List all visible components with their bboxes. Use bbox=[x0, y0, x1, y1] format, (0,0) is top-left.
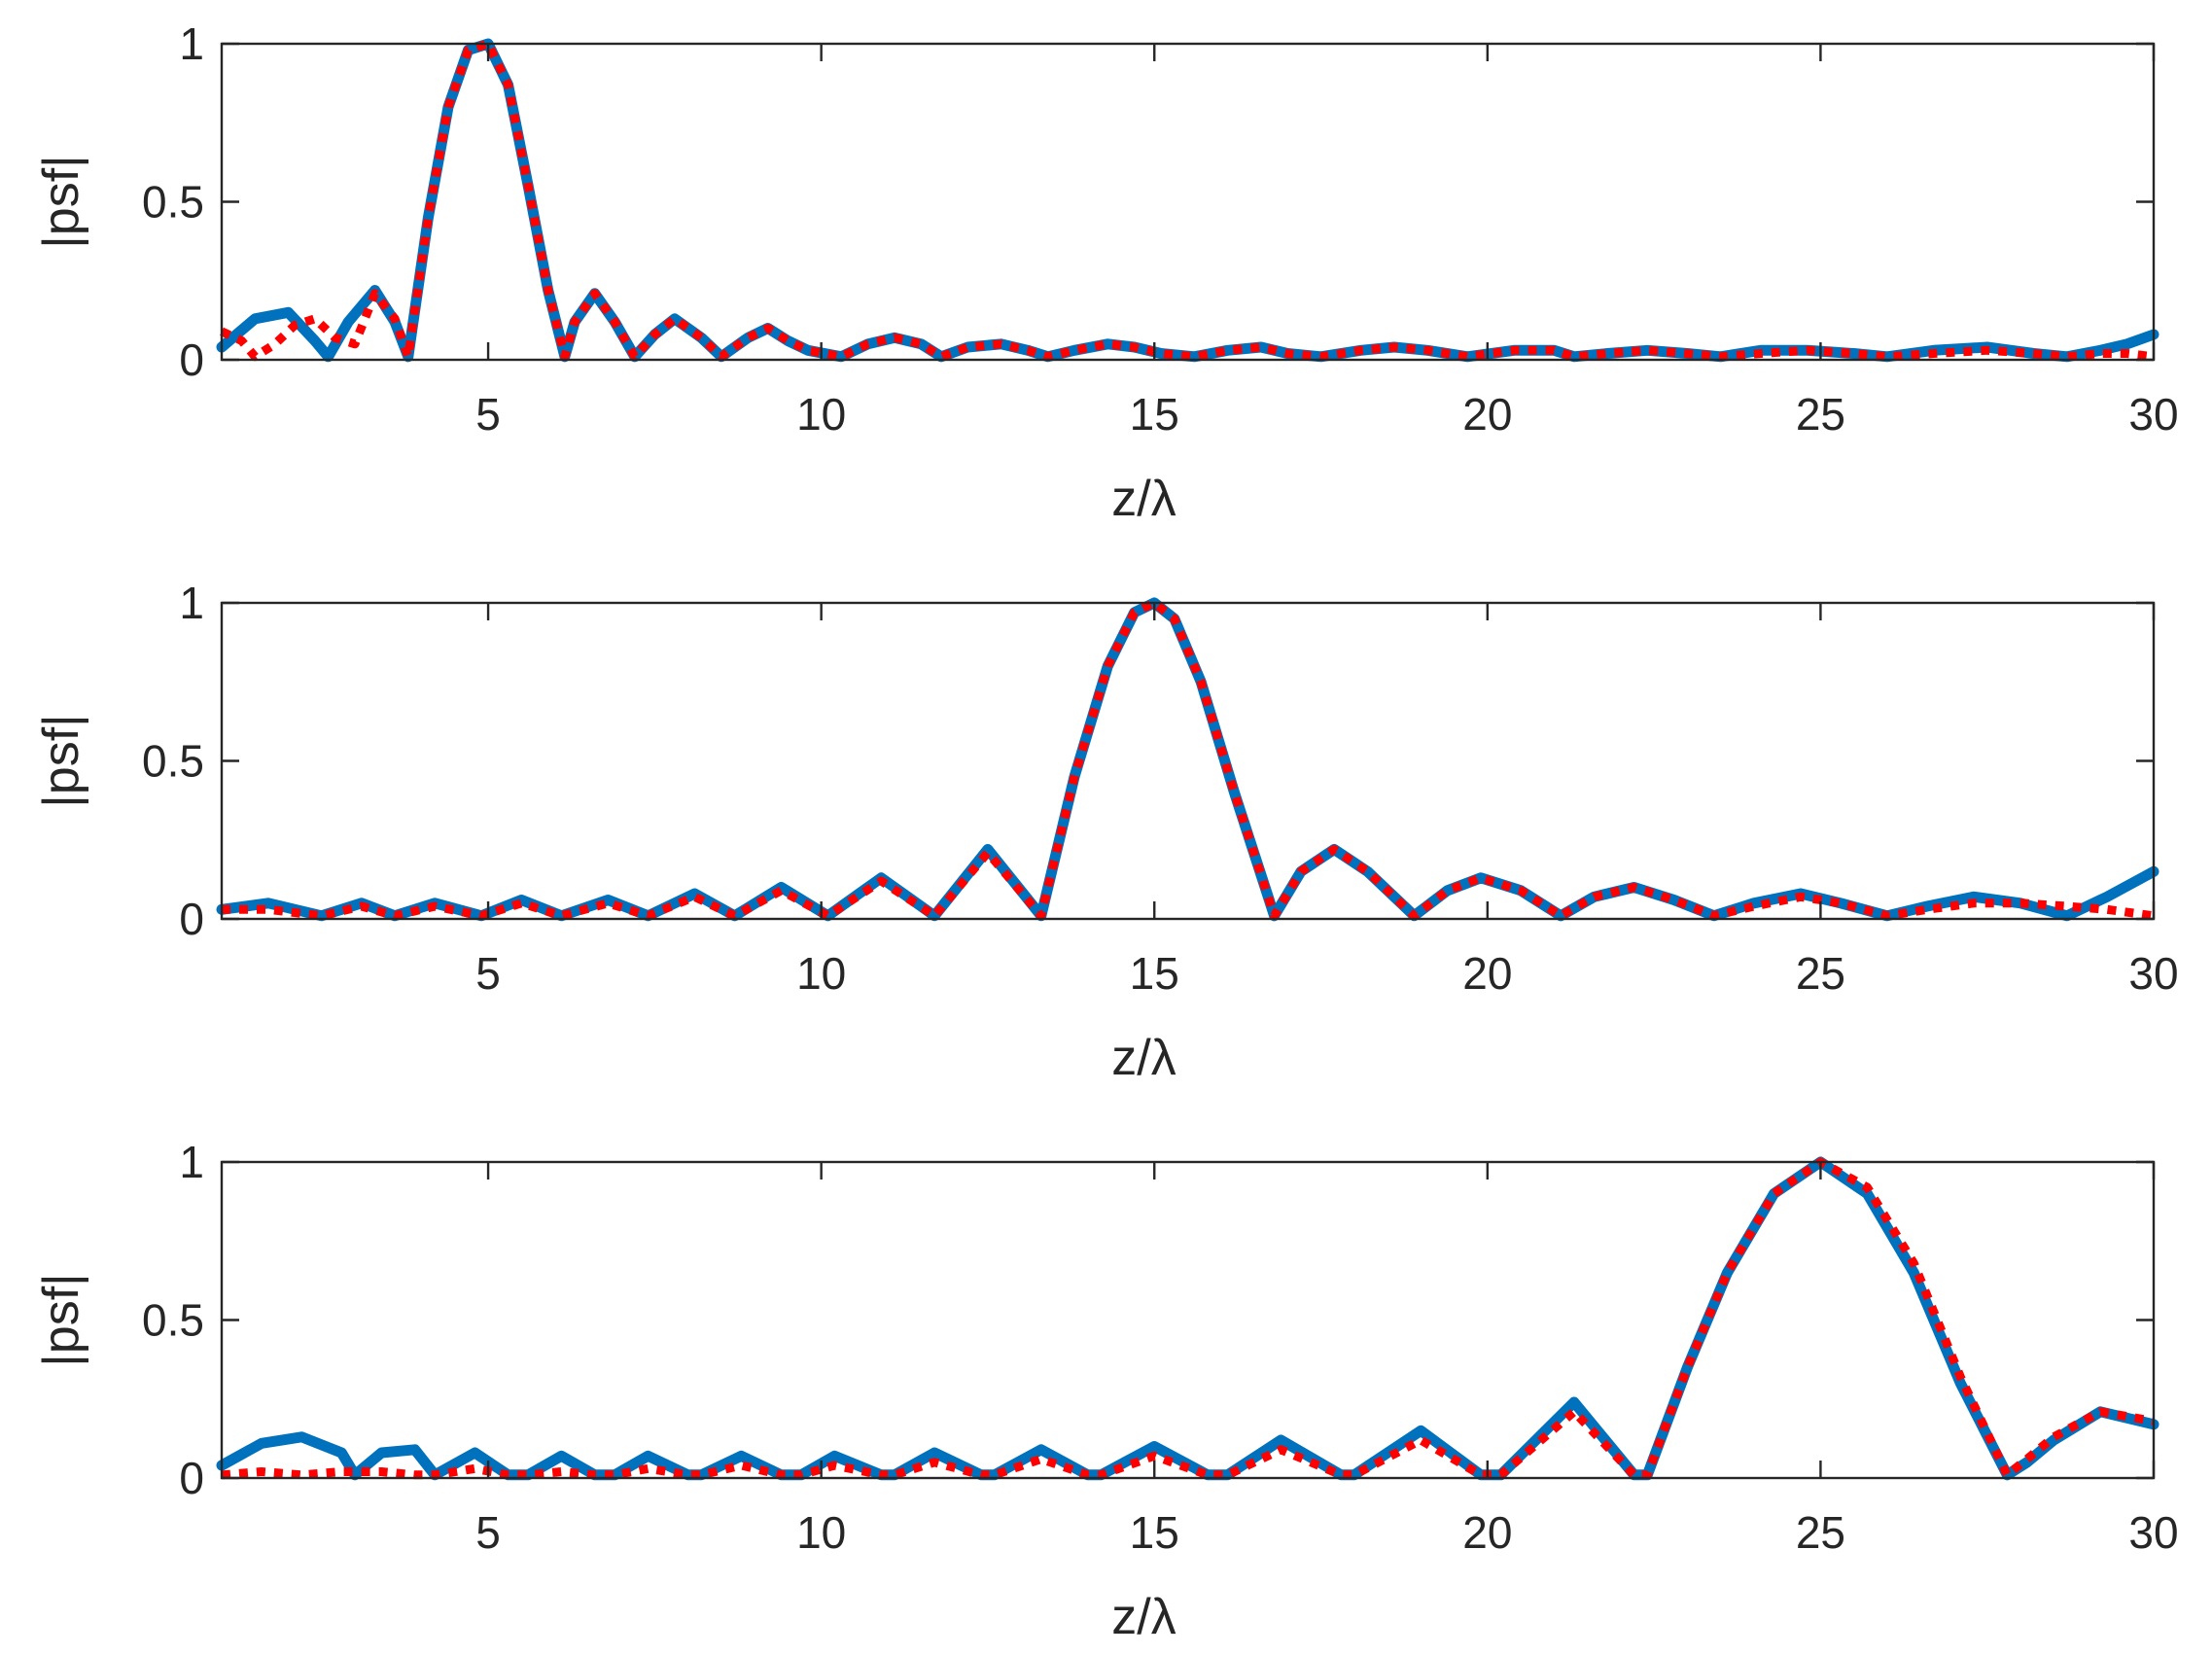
x-tick-label: 25 bbox=[1796, 948, 1845, 999]
x-tick-label: 15 bbox=[1130, 389, 1179, 440]
x-tick-label: 5 bbox=[475, 1507, 501, 1558]
y-tick-label: 0 bbox=[179, 1453, 204, 1503]
series-line-2-dotted bbox=[221, 1157, 2155, 1480]
x-tick-label: 10 bbox=[796, 1507, 846, 1558]
x-tick-label: 15 bbox=[1130, 1507, 1179, 1558]
subplot-3: 5 10 15 20 25 30 0 0.5 1 z/λ |psf| bbox=[33, 1137, 2179, 1645]
y-tick-label: 0.5 bbox=[142, 1295, 204, 1346]
x-tick-label: 10 bbox=[796, 389, 846, 440]
x-tick-label: 5 bbox=[475, 389, 501, 440]
x-tick-label: 10 bbox=[796, 948, 846, 999]
y-axis-label: |psf| bbox=[33, 714, 89, 807]
x-tick-label: 20 bbox=[1462, 1507, 1512, 1558]
x-tick-label: 25 bbox=[1796, 1507, 1845, 1558]
y-tick-label: 0 bbox=[179, 335, 204, 385]
y-axis-label: |psf| bbox=[33, 155, 89, 248]
x-tick-label: 20 bbox=[1462, 948, 1512, 999]
y-tick-label: 1 bbox=[179, 578, 204, 628]
x-tick-label: 5 bbox=[475, 948, 501, 999]
x-axis-label: z/λ bbox=[1111, 1589, 1176, 1645]
y-axis-label: |psf| bbox=[33, 1273, 89, 1366]
y-tick-label: 1 bbox=[179, 18, 204, 69]
x-axis-label: z/λ bbox=[1111, 1030, 1176, 1086]
series-line-2-dotted bbox=[222, 598, 2155, 921]
y-tick-label: 0.5 bbox=[142, 736, 204, 787]
y-tick-label: 0 bbox=[179, 894, 204, 944]
subplot-2: 5 10 15 20 25 30 0 0.5 1 z/λ |psf| bbox=[33, 578, 2179, 1086]
x-tick-label: 25 bbox=[1796, 389, 1845, 440]
x-tick-label: 15 bbox=[1130, 948, 1179, 999]
x-tick-label: 30 bbox=[2128, 389, 2178, 440]
subplot-1: 5 10 15 20 25 30 0 0.5 1 z/λ |psf| bbox=[33, 18, 2179, 527]
x-axis-label: z/λ bbox=[1111, 471, 1176, 527]
y-tick-label: 0.5 bbox=[142, 177, 204, 228]
y-tick-label: 1 bbox=[179, 1137, 204, 1187]
x-tick-label: 30 bbox=[2128, 948, 2178, 999]
x-tick-label: 20 bbox=[1462, 389, 1512, 440]
x-tick-label: 30 bbox=[2128, 1507, 2178, 1558]
